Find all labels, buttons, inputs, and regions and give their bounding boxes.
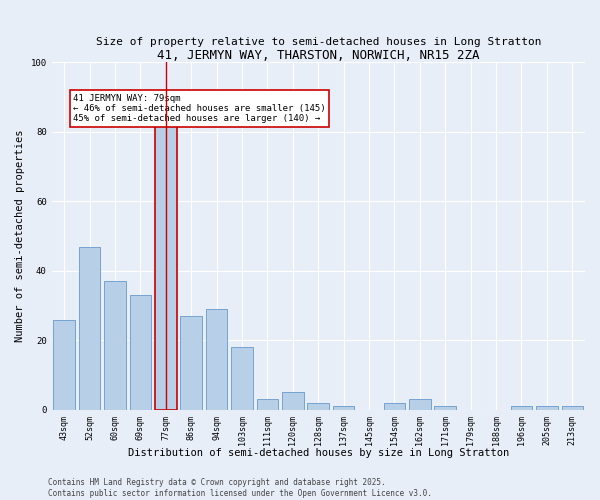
Bar bbox=[231, 348, 253, 410]
Bar bbox=[409, 400, 431, 410]
Title: 41, JERMYN WAY, THARSTON, NORWICH, NR15 2ZA: 41, JERMYN WAY, THARSTON, NORWICH, NR15 … bbox=[157, 50, 479, 62]
Text: 41 JERMYN WAY: 79sqm
← 46% of semi-detached houses are smaller (145)
45% of semi: 41 JERMYN WAY: 79sqm ← 46% of semi-detac… bbox=[73, 94, 326, 124]
Bar bbox=[104, 282, 126, 410]
Bar bbox=[333, 406, 355, 410]
Bar bbox=[257, 400, 278, 410]
Bar bbox=[181, 316, 202, 410]
Text: Size of property relative to semi-detached houses in Long Stratton: Size of property relative to semi-detach… bbox=[95, 36, 541, 46]
Bar bbox=[434, 406, 456, 410]
Bar bbox=[206, 309, 227, 410]
Bar bbox=[53, 320, 75, 410]
X-axis label: Distribution of semi-detached houses by size in Long Stratton: Distribution of semi-detached houses by … bbox=[128, 448, 509, 458]
Bar bbox=[511, 406, 532, 410]
Bar bbox=[536, 406, 557, 410]
Bar bbox=[130, 295, 151, 410]
Y-axis label: Number of semi-detached properties: Number of semi-detached properties bbox=[15, 130, 25, 342]
Bar bbox=[79, 246, 100, 410]
Text: Contains HM Land Registry data © Crown copyright and database right 2025.
Contai: Contains HM Land Registry data © Crown c… bbox=[48, 478, 432, 498]
Bar bbox=[383, 403, 405, 410]
Bar bbox=[562, 406, 583, 410]
Bar bbox=[282, 392, 304, 410]
Bar bbox=[307, 403, 329, 410]
Bar bbox=[155, 118, 176, 410]
